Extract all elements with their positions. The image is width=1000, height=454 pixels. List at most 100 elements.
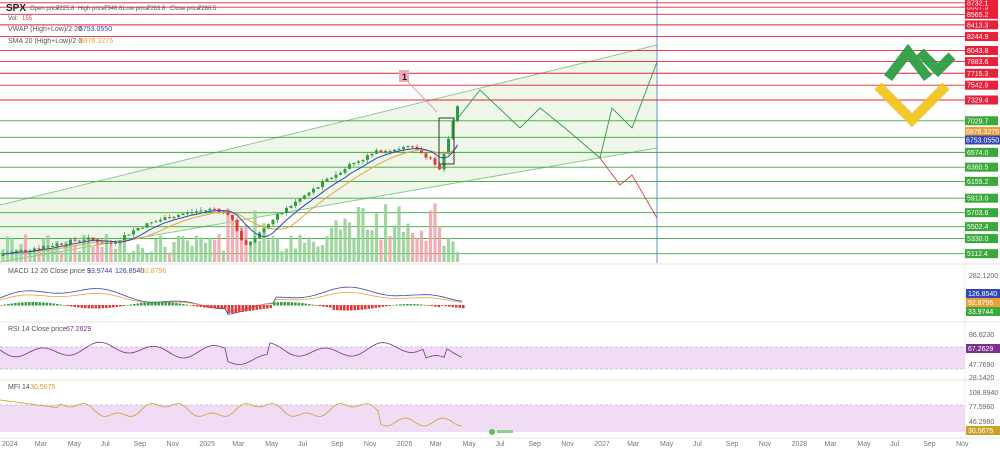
date-tick-label: 2028 [792, 441, 808, 448]
volume-bar [455, 252, 460, 262]
macd-histogram-bar [297, 302, 301, 306]
macd-histogram-bar [357, 305, 360, 311]
forecast-bull-path [457, 61, 658, 159]
candle-body [370, 153, 374, 156]
macd-histogram-bar [269, 305, 273, 309]
candle-body [388, 150, 392, 152]
resistance-level-1-tag [965, 0, 998, 8]
candle-body [339, 172, 342, 175]
macd-histogram-bar [136, 303, 140, 306]
candle-body [334, 174, 338, 178]
volume-bar [82, 234, 86, 262]
macd-histogram-bar [185, 304, 189, 306]
candle-body [307, 192, 311, 196]
support-level-0-tag-label: 7029.7 [967, 118, 989, 125]
macd-histogram-bar [416, 304, 420, 306]
volume-bar [127, 253, 131, 262]
annotation-pointer [407, 81, 438, 113]
macd-histogram-bar [458, 305, 462, 308]
candle-body [312, 188, 315, 193]
volume-bar [262, 223, 266, 262]
macd-histogram-bar [325, 305, 329, 308]
indicator-tag-label-1: 6753.0550 [966, 137, 999, 144]
candle-body [316, 187, 320, 189]
date-tick-label: Jul [101, 441, 110, 448]
macd-histogram-bar [430, 305, 434, 307]
date-tick-label: 2026 [397, 441, 413, 448]
macd-histogram-bar [192, 305, 196, 307]
macd-histogram-bar [448, 305, 451, 307]
resistance-level-3-tag [965, 20, 998, 30]
candle-body [15, 250, 18, 252]
candle-body [28, 250, 32, 252]
macd-histogram-bar [290, 302, 294, 306]
candle-body [249, 242, 252, 245]
rsi-axis-tag-1 [966, 344, 1000, 353]
rsi-axis-label-2: 47.7690 [969, 362, 994, 369]
volume-bar [410, 233, 415, 262]
candle-body [429, 157, 432, 159]
macd-histogram-bar [112, 305, 115, 308]
candle-body [87, 237, 90, 240]
candle-body [19, 249, 23, 251]
support-level-4-tag [965, 176, 998, 186]
candle-body [127, 234, 131, 236]
candle-body [321, 181, 324, 188]
price-channel-fill [0, 45, 657, 262]
volume-bar [158, 235, 163, 262]
volume-bar [370, 230, 374, 262]
macd-histogram-bar [73, 305, 77, 308]
macd-v3: 92.8796 [141, 268, 166, 275]
volume-bar [28, 250, 32, 262]
macd-histogram-bar [332, 305, 336, 310]
macd-histogram-bar [434, 305, 437, 307]
resistance-level-8-tag [965, 80, 998, 90]
volume-bar [302, 242, 307, 262]
volume-bar [14, 249, 19, 262]
volume-bar [343, 218, 347, 262]
macd-histogram-bar [63, 305, 66, 306]
support-level-2-tag [965, 147, 998, 157]
macd-histogram-bar [21, 302, 24, 306]
candle-body [204, 210, 207, 212]
macd-histogram-bar [59, 304, 63, 306]
volume-bar [100, 246, 104, 262]
candle-body [141, 227, 144, 229]
volume-bar [451, 241, 455, 262]
macd-histogram-bar [77, 305, 80, 308]
macd-histogram-bar [91, 305, 94, 309]
macd-histogram-bar [105, 305, 108, 309]
macd-histogram-bar [395, 304, 399, 306]
macd-histogram-bar [108, 305, 112, 308]
date-tick-label: Sep [923, 441, 936, 448]
candle-body [366, 155, 369, 160]
volume-bar [388, 236, 392, 262]
volume-bar [176, 235, 181, 262]
candle-body [186, 212, 189, 214]
indicator-tag-0 [965, 126, 1000, 136]
volume-bar [212, 239, 217, 262]
volume-bar [194, 235, 199, 262]
macd-histogram-bar [262, 305, 266, 309]
candle-body [73, 239, 77, 241]
candle-body [181, 213, 185, 216]
mfi-axis-tag-3 [966, 426, 1000, 435]
open-label: Open price: [30, 6, 61, 12]
annotation-badge [399, 70, 409, 82]
volume-bar [307, 237, 311, 262]
mfi-axis-label-0: 108.8940 [969, 390, 998, 397]
annotation-number: 1 [402, 72, 407, 82]
close-label: Close price: [170, 6, 202, 12]
macd-histogram-bar [367, 305, 371, 309]
macd-histogram-bar [210, 305, 213, 309]
date-tick-label: Mar [232, 441, 245, 448]
resistance-level-6-tag [965, 57, 998, 67]
macd-histogram-bar [413, 304, 416, 306]
candle-body [46, 246, 50, 248]
macd-axis-tag-label-3: 33.9744 [968, 309, 993, 316]
macd-histogram-bar [259, 305, 262, 310]
macd-axis-tag-label-1: 126.8540 [968, 291, 997, 298]
volume-bar [365, 229, 370, 262]
volume-bar [199, 237, 203, 262]
